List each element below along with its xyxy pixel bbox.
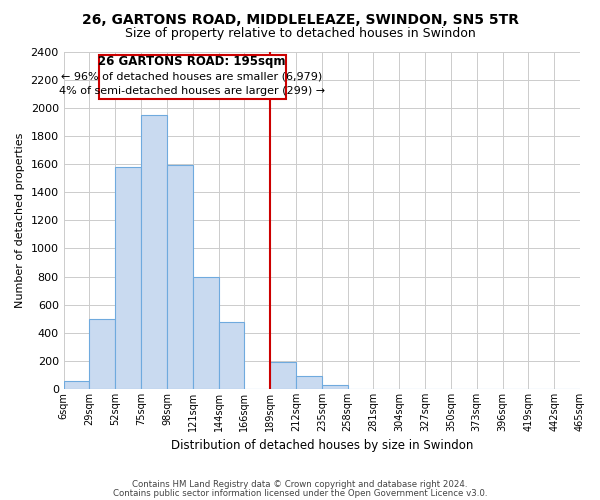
Text: Contains public sector information licensed under the Open Government Licence v3: Contains public sector information licen…: [113, 489, 487, 498]
Bar: [89, 318, 115, 389]
Bar: [322, 385, 347, 389]
Text: 26 GARTONS ROAD: 195sqm: 26 GARTONS ROAD: 195sqm: [98, 54, 286, 68]
X-axis label: Distribution of detached houses by size in Swindon: Distribution of detached houses by size …: [170, 440, 473, 452]
Bar: [218, 322, 244, 389]
Bar: [270, 362, 296, 389]
Text: Size of property relative to detached houses in Swindon: Size of property relative to detached ho…: [125, 28, 475, 40]
Text: 4% of semi-detached houses are larger (299) →: 4% of semi-detached houses are larger (2…: [59, 86, 325, 96]
Bar: [115, 167, 141, 389]
Text: 26, GARTONS ROAD, MIDDLELEAZE, SWINDON, SN5 5TR: 26, GARTONS ROAD, MIDDLELEAZE, SWINDON, …: [82, 12, 518, 26]
FancyBboxPatch shape: [98, 55, 286, 98]
Bar: [193, 276, 218, 389]
Bar: [141, 115, 167, 389]
Y-axis label: Number of detached properties: Number of detached properties: [15, 132, 25, 308]
Text: Contains HM Land Registry data © Crown copyright and database right 2024.: Contains HM Land Registry data © Crown c…: [132, 480, 468, 489]
Text: ← 96% of detached houses are smaller (6,979): ← 96% of detached houses are smaller (6,…: [61, 71, 323, 81]
Bar: [64, 382, 89, 389]
Bar: [167, 166, 193, 389]
Bar: [296, 376, 322, 389]
